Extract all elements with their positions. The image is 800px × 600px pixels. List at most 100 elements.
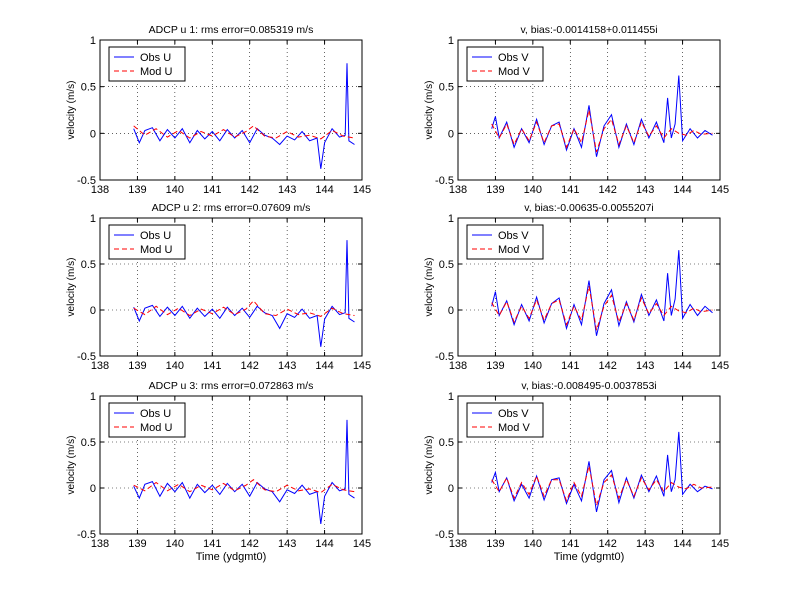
y-tick-label: 0.5 [81, 437, 96, 449]
y-tick-label: -0.5 [435, 175, 454, 187]
subplot-title: ADCP u 3: rms error=0.072863 m/s [149, 380, 314, 392]
y-tick-label: -0.5 [77, 351, 96, 363]
subplot-5: 138 139 140 141 142 143 144 145 -0.5 0 0.5 1 ADCP u … [66, 380, 371, 563]
x-tick-label: 144 [673, 360, 691, 372]
x-tick-label: 140 [524, 184, 542, 196]
x-tick-label: 142 [241, 360, 259, 372]
x-tick-label: 139 [128, 360, 146, 372]
legend-box [466, 224, 544, 260]
y-tick-label: -0.5 [435, 529, 454, 541]
legend: Obs U Mod U [108, 402, 186, 438]
y-tick-label: 1 [448, 35, 454, 47]
axes-frame [457, 217, 721, 357]
legend-label: Mod U [140, 244, 172, 256]
legend: Obs V Mod V [466, 402, 544, 438]
legend-box [108, 46, 186, 82]
legend-label: Obs U [140, 230, 171, 242]
y-tick-label: 0 [90, 128, 96, 140]
y-tick-label: 0 [90, 483, 96, 495]
y-tick-label: -0.5 [77, 529, 96, 541]
axes-frame [457, 39, 721, 181]
x-tick-label: 138 [449, 538, 467, 550]
x-tick-label: 141 [203, 538, 221, 550]
x-tick-label: 145 [711, 184, 729, 196]
legend: Obs U Mod U [108, 46, 186, 82]
y-tick-label: 1 [90, 35, 96, 47]
axes-frame [99, 217, 363, 357]
y-tick-label: 0.5 [439, 437, 454, 449]
legend-label: Obs V [498, 52, 529, 64]
y-tick-label: 0.5 [439, 259, 454, 271]
series-line-obs-v [491, 431, 713, 513]
y-tick-label: 1 [90, 213, 96, 225]
x-tick-label: 142 [599, 360, 617, 372]
x-tick-label: 143 [636, 538, 654, 550]
x-tick-label: 140 [524, 538, 542, 550]
x-tick-label: 138 [91, 184, 109, 196]
y-tick-label: -0.5 [435, 351, 454, 363]
x-axis-label: Time (ydgmt0) [196, 551, 267, 563]
legend-box [108, 402, 186, 438]
x-tick-label: 143 [636, 360, 654, 372]
series-line-obs-u [133, 419, 355, 524]
subplot-1: 138 139 140 141 142 143 144 145 -0.5 0 0.5 1 ADCP u … [66, 24, 371, 196]
x-tick-label: 141 [561, 360, 579, 372]
y-axis-label: velocity (m/s) [424, 258, 435, 317]
legend-label: Mod V [498, 244, 530, 256]
y-tick-label: 0 [448, 483, 454, 495]
y-tick-label: 0 [448, 305, 454, 317]
y-tick-label: 0.5 [81, 259, 96, 271]
legend-box [108, 224, 186, 260]
series-line-obs-u [133, 63, 355, 169]
x-tick-label: 141 [203, 184, 221, 196]
y-tick-label: 0 [90, 305, 96, 317]
x-tick-label: 142 [599, 538, 617, 550]
y-axis-label: velocity (m/s) [66, 81, 77, 140]
legend-label: Obs U [140, 52, 171, 64]
legend-label: Mod V [498, 422, 530, 434]
x-tick-label: 145 [353, 538, 371, 550]
y-axis-label: velocity (m/s) [424, 81, 435, 140]
x-tick-label: 145 [711, 360, 729, 372]
x-tick-label: 144 [315, 538, 333, 550]
x-tick-label: 144 [315, 360, 333, 372]
x-tick-label: 138 [91, 538, 109, 550]
y-tick-label: -0.5 [77, 175, 96, 187]
series-line-obs-v [491, 250, 713, 336]
axes-frame [457, 395, 721, 535]
x-tick-label: 143 [278, 360, 296, 372]
subplot-title: v, bias:-0.0014158+0.011455i [520, 24, 657, 36]
y-tick-label: 1 [448, 391, 454, 403]
legend: Obs V Mod V [466, 224, 544, 260]
series-line-obs-u [133, 240, 355, 347]
x-tick-label: 139 [486, 184, 504, 196]
x-tick-label: 138 [449, 184, 467, 196]
legend-label: Obs V [498, 408, 529, 420]
x-tick-label: 142 [241, 184, 259, 196]
x-tick-label: 138 [449, 360, 467, 372]
x-tick-label: 142 [599, 184, 617, 196]
axes-frame [99, 39, 363, 181]
subplot-title: v, bias:-0.008495-0.0037853i [521, 380, 656, 392]
legend-label: Mod U [140, 422, 172, 434]
x-axis-label: Time (ydgmt0) [554, 551, 625, 563]
x-tick-label: 141 [561, 538, 579, 550]
x-tick-label: 139 [486, 538, 504, 550]
legend-label: Obs V [498, 230, 529, 242]
x-tick-label: 139 [486, 360, 504, 372]
legend: Obs U Mod U [108, 224, 186, 260]
subplot-title: ADCP u 2: rms error=0.07609 m/s [152, 202, 311, 214]
x-tick-label: 140 [166, 184, 184, 196]
subplot-2: 138 139 140 141 142 143 144 145 -0.5 0 0.5 1 v, bias… [424, 24, 729, 196]
x-tick-label: 140 [524, 360, 542, 372]
legend-label: Mod V [498, 66, 530, 78]
series-line-obs-v [491, 75, 713, 157]
legend-box [466, 46, 544, 82]
y-axis-label: velocity (m/s) [66, 436, 77, 495]
subplot-title: ADCP u 1: rms error=0.085319 m/s [149, 24, 314, 36]
y-tick-label: 1 [448, 213, 454, 225]
y-tick-label: 1 [90, 391, 96, 403]
x-tick-label: 143 [278, 184, 296, 196]
y-axis-label: velocity (m/s) [424, 436, 435, 495]
x-tick-label: 145 [353, 184, 371, 196]
